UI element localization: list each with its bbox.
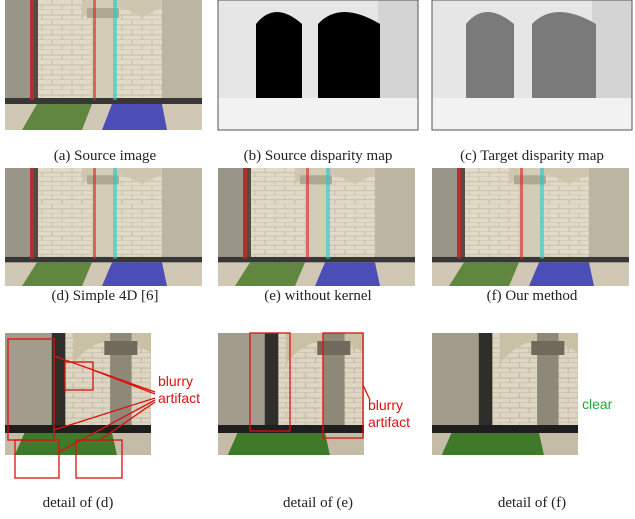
result-image <box>215 168 415 286</box>
caption: (c) Target disparity map <box>460 148 604 164</box>
annotation-line: artifact <box>368 414 410 430</box>
result-image <box>429 168 629 286</box>
detail-image <box>5 333 151 455</box>
source-disparity <box>218 0 418 130</box>
detail-image <box>218 333 364 455</box>
detail-image <box>432 333 578 455</box>
caption: detail of (e) <box>283 495 353 511</box>
source-image <box>2 0 202 130</box>
annotation-line: blurry <box>368 397 403 413</box>
annotation-line: artifact <box>158 390 200 406</box>
target-disparity <box>432 0 632 130</box>
caption: (a) Source image <box>54 148 157 164</box>
caption: detail of (f) <box>498 495 566 511</box>
caption: (e) without kernel <box>264 288 371 304</box>
caption: (d) Simple 4D [6] <box>51 288 158 304</box>
caption: (f) Our method <box>487 288 578 304</box>
annotation: clear <box>582 396 613 412</box>
caption: (b) Source disparity map <box>244 148 393 164</box>
caption: detail of (d) <box>43 495 114 511</box>
annotation-line: clear <box>582 396 613 412</box>
annotation-line: blurry <box>158 373 193 389</box>
figure: (a) Source image (b) Source disparity ma… <box>0 0 635 519</box>
result-image <box>2 168 202 286</box>
